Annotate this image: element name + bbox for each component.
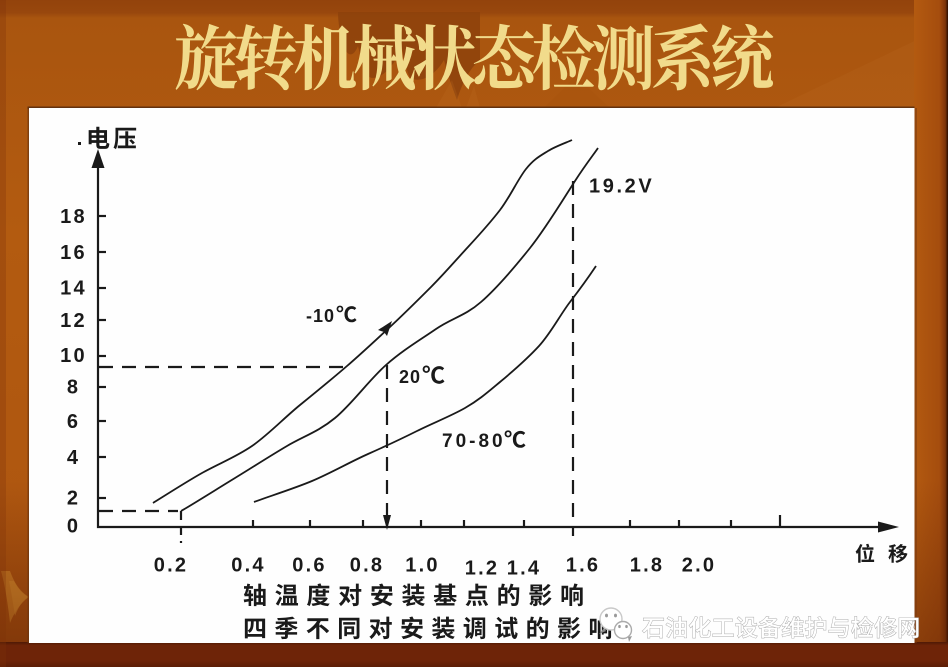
svg-text:2.0: 2.0 bbox=[682, 555, 716, 577]
svg-text:1.8: 1.8 bbox=[630, 555, 664, 577]
svg-text:2: 2 bbox=[67, 488, 80, 510]
svg-text:4: 4 bbox=[67, 447, 80, 469]
svg-text:16: 16 bbox=[60, 242, 87, 264]
svg-text:8: 8 bbox=[67, 377, 80, 399]
svg-text:1.4: 1.4 bbox=[507, 558, 541, 580]
svg-text:14: 14 bbox=[60, 278, 87, 300]
svg-text:-10: -10 bbox=[306, 306, 335, 326]
svg-text:0.6: 0.6 bbox=[292, 555, 326, 577]
svg-text:1.6: 1.6 bbox=[566, 555, 600, 577]
svg-text:0: 0 bbox=[67, 516, 80, 538]
svg-text:0.2: 0.2 bbox=[154, 555, 188, 577]
svg-text:19.2V: 19.2V bbox=[589, 176, 654, 198]
svg-text:1.2: 1.2 bbox=[465, 558, 499, 580]
svg-text:20: 20 bbox=[399, 367, 421, 387]
svg-text:1.0: 1.0 bbox=[405, 555, 439, 577]
svg-text:12: 12 bbox=[60, 310, 87, 332]
svg-text:0.8: 0.8 bbox=[350, 555, 384, 577]
svg-text:18: 18 bbox=[60, 206, 87, 228]
svg-text:0.4: 0.4 bbox=[231, 555, 265, 577]
svg-text:10: 10 bbox=[60, 345, 87, 367]
svg-text:6: 6 bbox=[67, 411, 80, 433]
svg-text:70-80: 70-80 bbox=[442, 431, 506, 452]
